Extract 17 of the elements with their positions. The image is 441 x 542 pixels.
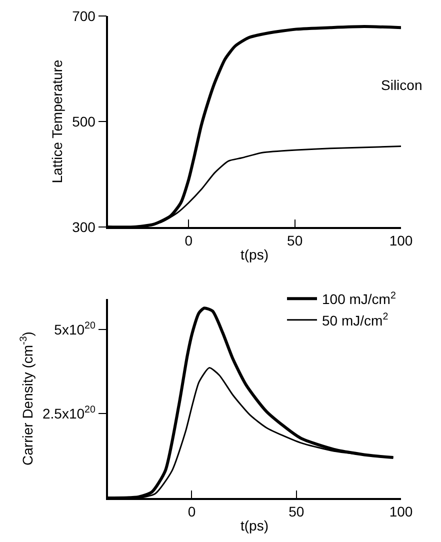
x-tick-label: 0 xyxy=(188,504,196,520)
x-tick-label: 100 xyxy=(389,232,413,249)
x-tick-label: 100 xyxy=(389,504,413,520)
y-axis-title: Lattice Temperature xyxy=(49,60,66,184)
legend-label: 50 mJ/cm$^{2}$ xyxy=(322,311,388,328)
x-tick-label: 50 xyxy=(287,232,303,249)
legend-label: 100 mJ/cm$^{2}$ xyxy=(322,290,396,308)
y-tick-label: 500 xyxy=(72,113,96,130)
x-axis-title: t(ps) xyxy=(240,246,268,262)
y-tick-label: 700 xyxy=(72,8,96,24)
annotation: Silicon xyxy=(381,77,422,93)
y-tick-label: 300 xyxy=(72,218,96,235)
x-tick-label: 50 xyxy=(288,504,304,520)
y-tick-label: 2.5x10$^{20}$ xyxy=(42,404,96,422)
x-axis-title: t(ps) xyxy=(240,517,268,534)
x-tick-label: 0 xyxy=(184,232,193,249)
y-tick-label: 5x10$^{20}$ xyxy=(54,320,96,338)
